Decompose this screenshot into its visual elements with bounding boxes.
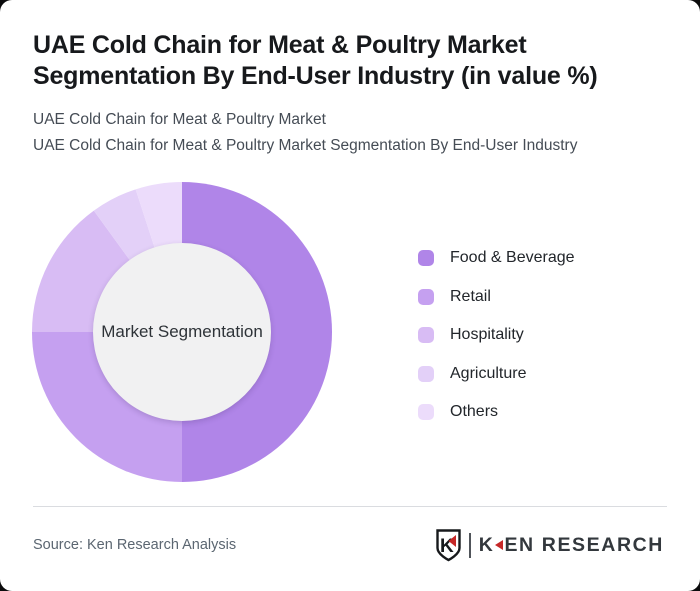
chart-subtitle-2: UAE Cold Chain for Meat & Poultry Market… (33, 137, 578, 154)
footer-divider (33, 506, 667, 507)
legend-label: Agriculture (450, 364, 527, 382)
logo-wordmark-rest: EN RESEARCH (504, 533, 664, 556)
logo-separator (468, 532, 471, 558)
legend-label: Retail (450, 287, 491, 305)
legend-label: Food & Beverage (450, 249, 575, 266)
legend-item-retail[interactable]: Retail (418, 287, 575, 305)
ken-research-logo: K K EN RESEARCH (435, 527, 664, 563)
legend-swatch (418, 365, 434, 382)
legend-item-others[interactable]: Others (418, 403, 575, 420)
legend: Food & Beverage Retail Hospitality Agric… (418, 249, 575, 443)
logo-red-triangle-icon (495, 540, 504, 550)
chart-subtitle-1: UAE Cold Chain for Meat & Poultry Market (33, 111, 326, 128)
legend-swatch (418, 250, 434, 266)
legend-item-food-beverage[interactable]: Food & Beverage (418, 249, 575, 266)
legend-item-agriculture[interactable]: Agriculture (418, 364, 575, 382)
legend-label: Hospitality (450, 326, 524, 343)
donut-center-label: Market Segmentation (101, 322, 263, 341)
source-text: Source: Ken Research Analysis (33, 537, 237, 553)
legend-item-hospitality[interactable]: Hospitality (418, 326, 575, 343)
logo-wordmark: K EN RESEARCH (479, 534, 664, 557)
ken-research-shield-icon: K (436, 528, 461, 561)
legend-swatch (418, 327, 434, 343)
chart-subtitles: UAE Cold Chain for Meat & Poultry Market… (33, 107, 653, 159)
donut-center: Market Segmentation (93, 243, 271, 421)
legend-label: Others (450, 403, 499, 420)
legend-swatch (418, 288, 434, 305)
legend-swatch (418, 404, 434, 420)
page-title: UAE Cold Chain for Meat & Poultry Market… (33, 31, 598, 90)
logo-wordmark-k: K (478, 533, 495, 556)
donut-chart[interactable]: Market Segmentation (32, 182, 332, 482)
